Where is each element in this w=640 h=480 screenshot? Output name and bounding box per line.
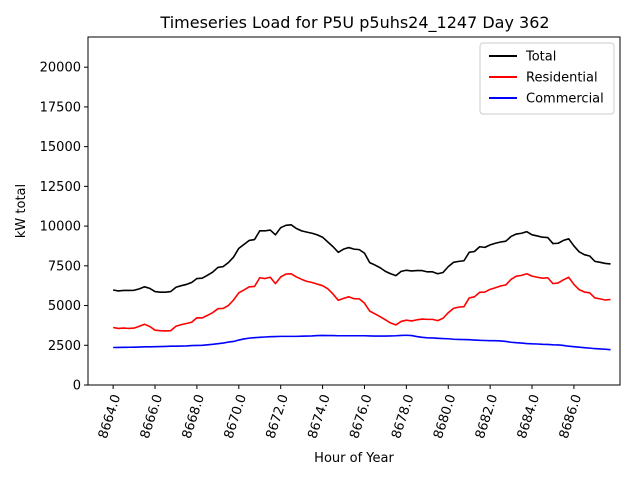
y-tick-label: 7500 bbox=[48, 259, 81, 274]
legend-label-residential: Residential bbox=[526, 71, 598, 86]
y-tick-label: 10000 bbox=[40, 220, 81, 235]
series-line-total bbox=[112, 224, 611, 294]
series-layer bbox=[112, 224, 611, 351]
y-axis-label: kW total bbox=[14, 184, 29, 238]
series-line-commercial bbox=[113, 334, 611, 351]
plot-border bbox=[87, 36, 621, 386]
legend-box bbox=[479, 42, 615, 115]
y-tick-label: 5000 bbox=[48, 299, 81, 314]
y-tick-label: 2500 bbox=[48, 339, 81, 354]
series-line-residential bbox=[112, 272, 611, 332]
legend-label-commercial: Commercial bbox=[526, 92, 604, 107]
x-axis-label: Hour of Year bbox=[314, 451, 394, 466]
y-tick-label: 0 bbox=[73, 379, 81, 394]
y-tick-label: 12500 bbox=[40, 180, 81, 195]
chart-title: Timeseries Load for P5U p5uhs24_1247 Day… bbox=[159, 13, 549, 33]
y-tick-label: 17500 bbox=[40, 100, 81, 115]
legend-label-total: Total bbox=[525, 50, 556, 65]
y-tick-label: 15000 bbox=[40, 140, 81, 155]
y-tick-label: 20000 bbox=[40, 61, 81, 76]
legend: Total Residential Commercial bbox=[479, 42, 615, 115]
